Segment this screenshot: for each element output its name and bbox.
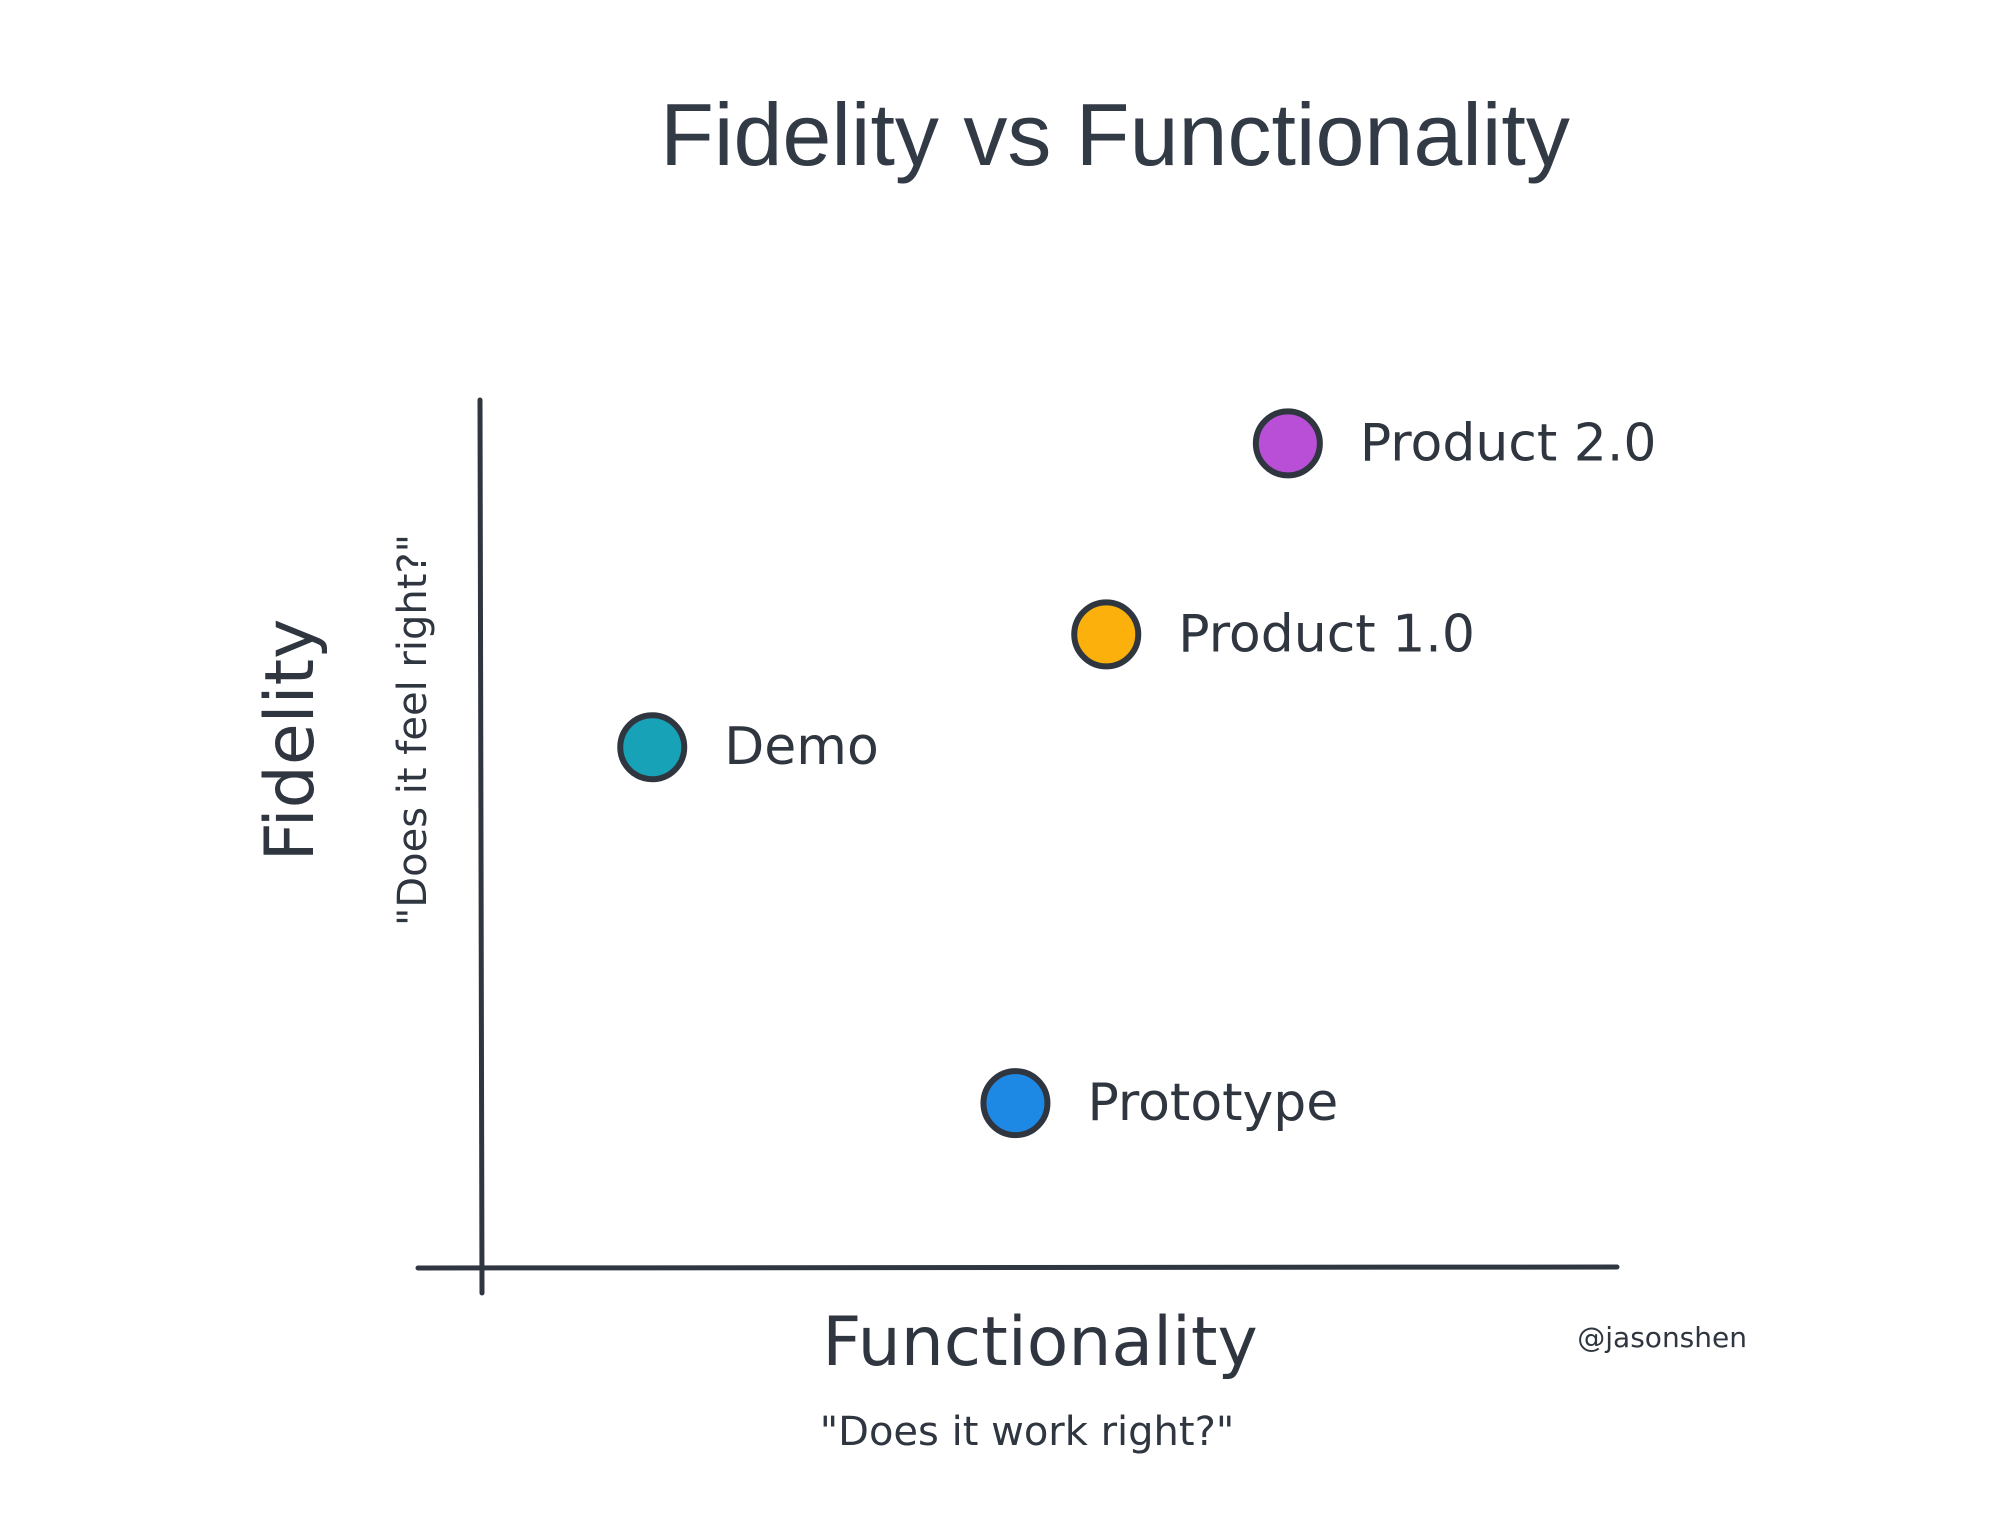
x-axis-title: Functionality [822,1303,1258,1382]
y-axis-line [477,397,485,1296]
point-product-2-0 [1252,408,1323,479]
point-label-product-2-0: Product 2.0 [1360,413,1657,473]
point-label-product-1-0: Product 1.0 [1178,604,1475,664]
author-credit: @jasonshen [1577,1321,1747,1354]
x-axis-line [415,1264,1620,1271]
point-prototype [980,1068,1051,1139]
y-axis-subtitle: "Does it feel right?" [390,534,436,926]
x-axis-subtitle: "Does it work right?" [820,1409,1234,1455]
chart-title: Fidelity vs Functionality [660,85,1570,184]
point-product-1-0 [1071,599,1142,670]
y-axis-title: Fidelity [251,619,330,862]
point-demo [617,712,688,783]
point-label-demo: Demo [724,717,879,777]
points-layer: Demo Prototype Product 1.0 Product 2.0 [617,408,1657,1139]
point-label-prototype: Prototype [1087,1073,1338,1133]
